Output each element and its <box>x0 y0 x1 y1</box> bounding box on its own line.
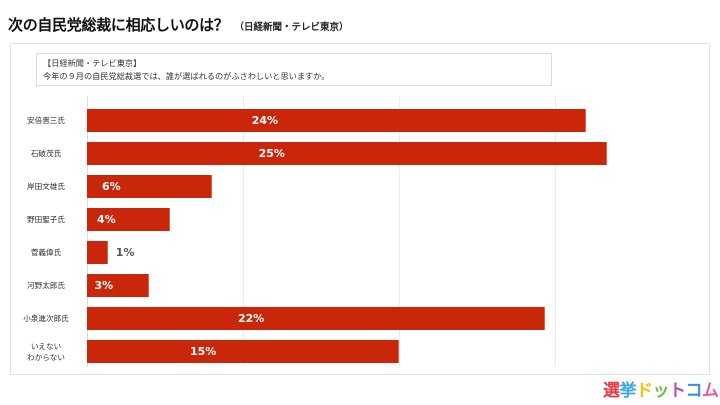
value-label: 24% <box>251 114 279 127</box>
bar-row: いえない わからない 15% <box>11 340 711 363</box>
bar <box>87 142 607 165</box>
value-label: 25% <box>258 147 285 160</box>
bar <box>87 274 150 297</box>
question-caption: 【日経新聞・テレビ東京】 今年の９月の自民党総裁選では、誰が選ばれるのがふさわし… <box>36 53 552 86</box>
value-label: 3% <box>94 279 114 292</box>
category-label: 石破茂氏 <box>30 149 62 158</box>
plot-area: 安倍晋三氏 24% 石破茂氏 25% 岸田文雄氏 6% 野田聖子氏 4% 菅義偉氏 1% 河野太郎氏… <box>23 96 711 366</box>
bar-row: 菅義偉氏 1% <box>11 241 711 264</box>
bar-row: 野田聖子氏 4% <box>11 208 711 231</box>
value-label: 1% <box>115 246 135 259</box>
category-label: 野田聖子氏 <box>27 215 65 224</box>
value-label: 6% <box>101 180 121 193</box>
title-main: 次の自民党総裁に相応しいのは？ <box>8 16 229 34</box>
logo-char: ッ <box>652 381 670 401</box>
gridline <box>243 96 244 366</box>
bar <box>87 241 108 264</box>
bar <box>87 109 587 132</box>
logo-char: ド <box>636 381 653 401</box>
logo-char: 挙 <box>619 381 637 401</box>
gridline <box>399 96 400 366</box>
bar <box>87 307 545 330</box>
bar-row: 河野太郎氏 3% <box>11 274 711 297</box>
chart-title: 次の自民党総裁に相応しいのは？ （日経新聞・テレビ東京） <box>8 14 349 35</box>
bar <box>87 340 399 363</box>
category-label: いえない わからない <box>27 341 65 362</box>
bar-row: 岸田文雄氏 6% <box>11 175 711 198</box>
bar-row: 石破茂氏 25% <box>11 142 711 165</box>
logo-char: ム <box>702 381 719 401</box>
category-label: 河野太郎氏 <box>27 281 65 290</box>
category-label: 小泉進次郎氏 <box>23 314 69 323</box>
logo-char: ト <box>669 381 686 401</box>
value-label: 4% <box>96 213 116 226</box>
bar-row: 安倍晋三氏 24% <box>11 109 711 132</box>
bar-row: 小泉進次郎氏 22% <box>11 307 711 330</box>
gridline <box>555 96 556 366</box>
category-label: 菅義偉氏 <box>30 248 62 257</box>
senkyo-dotcom-logo: 選挙ドットコム <box>603 376 719 401</box>
value-label: 15% <box>189 345 217 358</box>
caption-question: 今年の９月の自民党総裁選では、誰が選ばれるのがふさわしいと思いますか。 <box>43 71 330 81</box>
y-axis-line <box>87 96 88 366</box>
logo-char: コ <box>685 381 703 401</box>
title-source: （日経新聞・テレビ東京） <box>234 22 349 33</box>
chart-frame: 【日経新聞・テレビ東京】 今年の９月の自民党総裁選では、誰が選ばれるのがふさわし… <box>10 43 710 375</box>
category-label: 岸田文雄氏 <box>27 182 65 191</box>
value-label: 22% <box>238 312 265 325</box>
category-label: 安倍晋三氏 <box>27 116 65 125</box>
logo-char: 選 <box>603 381 620 401</box>
bar <box>87 175 212 198</box>
caption-source: 【日経新聞・テレビ東京】 <box>43 58 142 68</box>
bar <box>87 208 171 231</box>
